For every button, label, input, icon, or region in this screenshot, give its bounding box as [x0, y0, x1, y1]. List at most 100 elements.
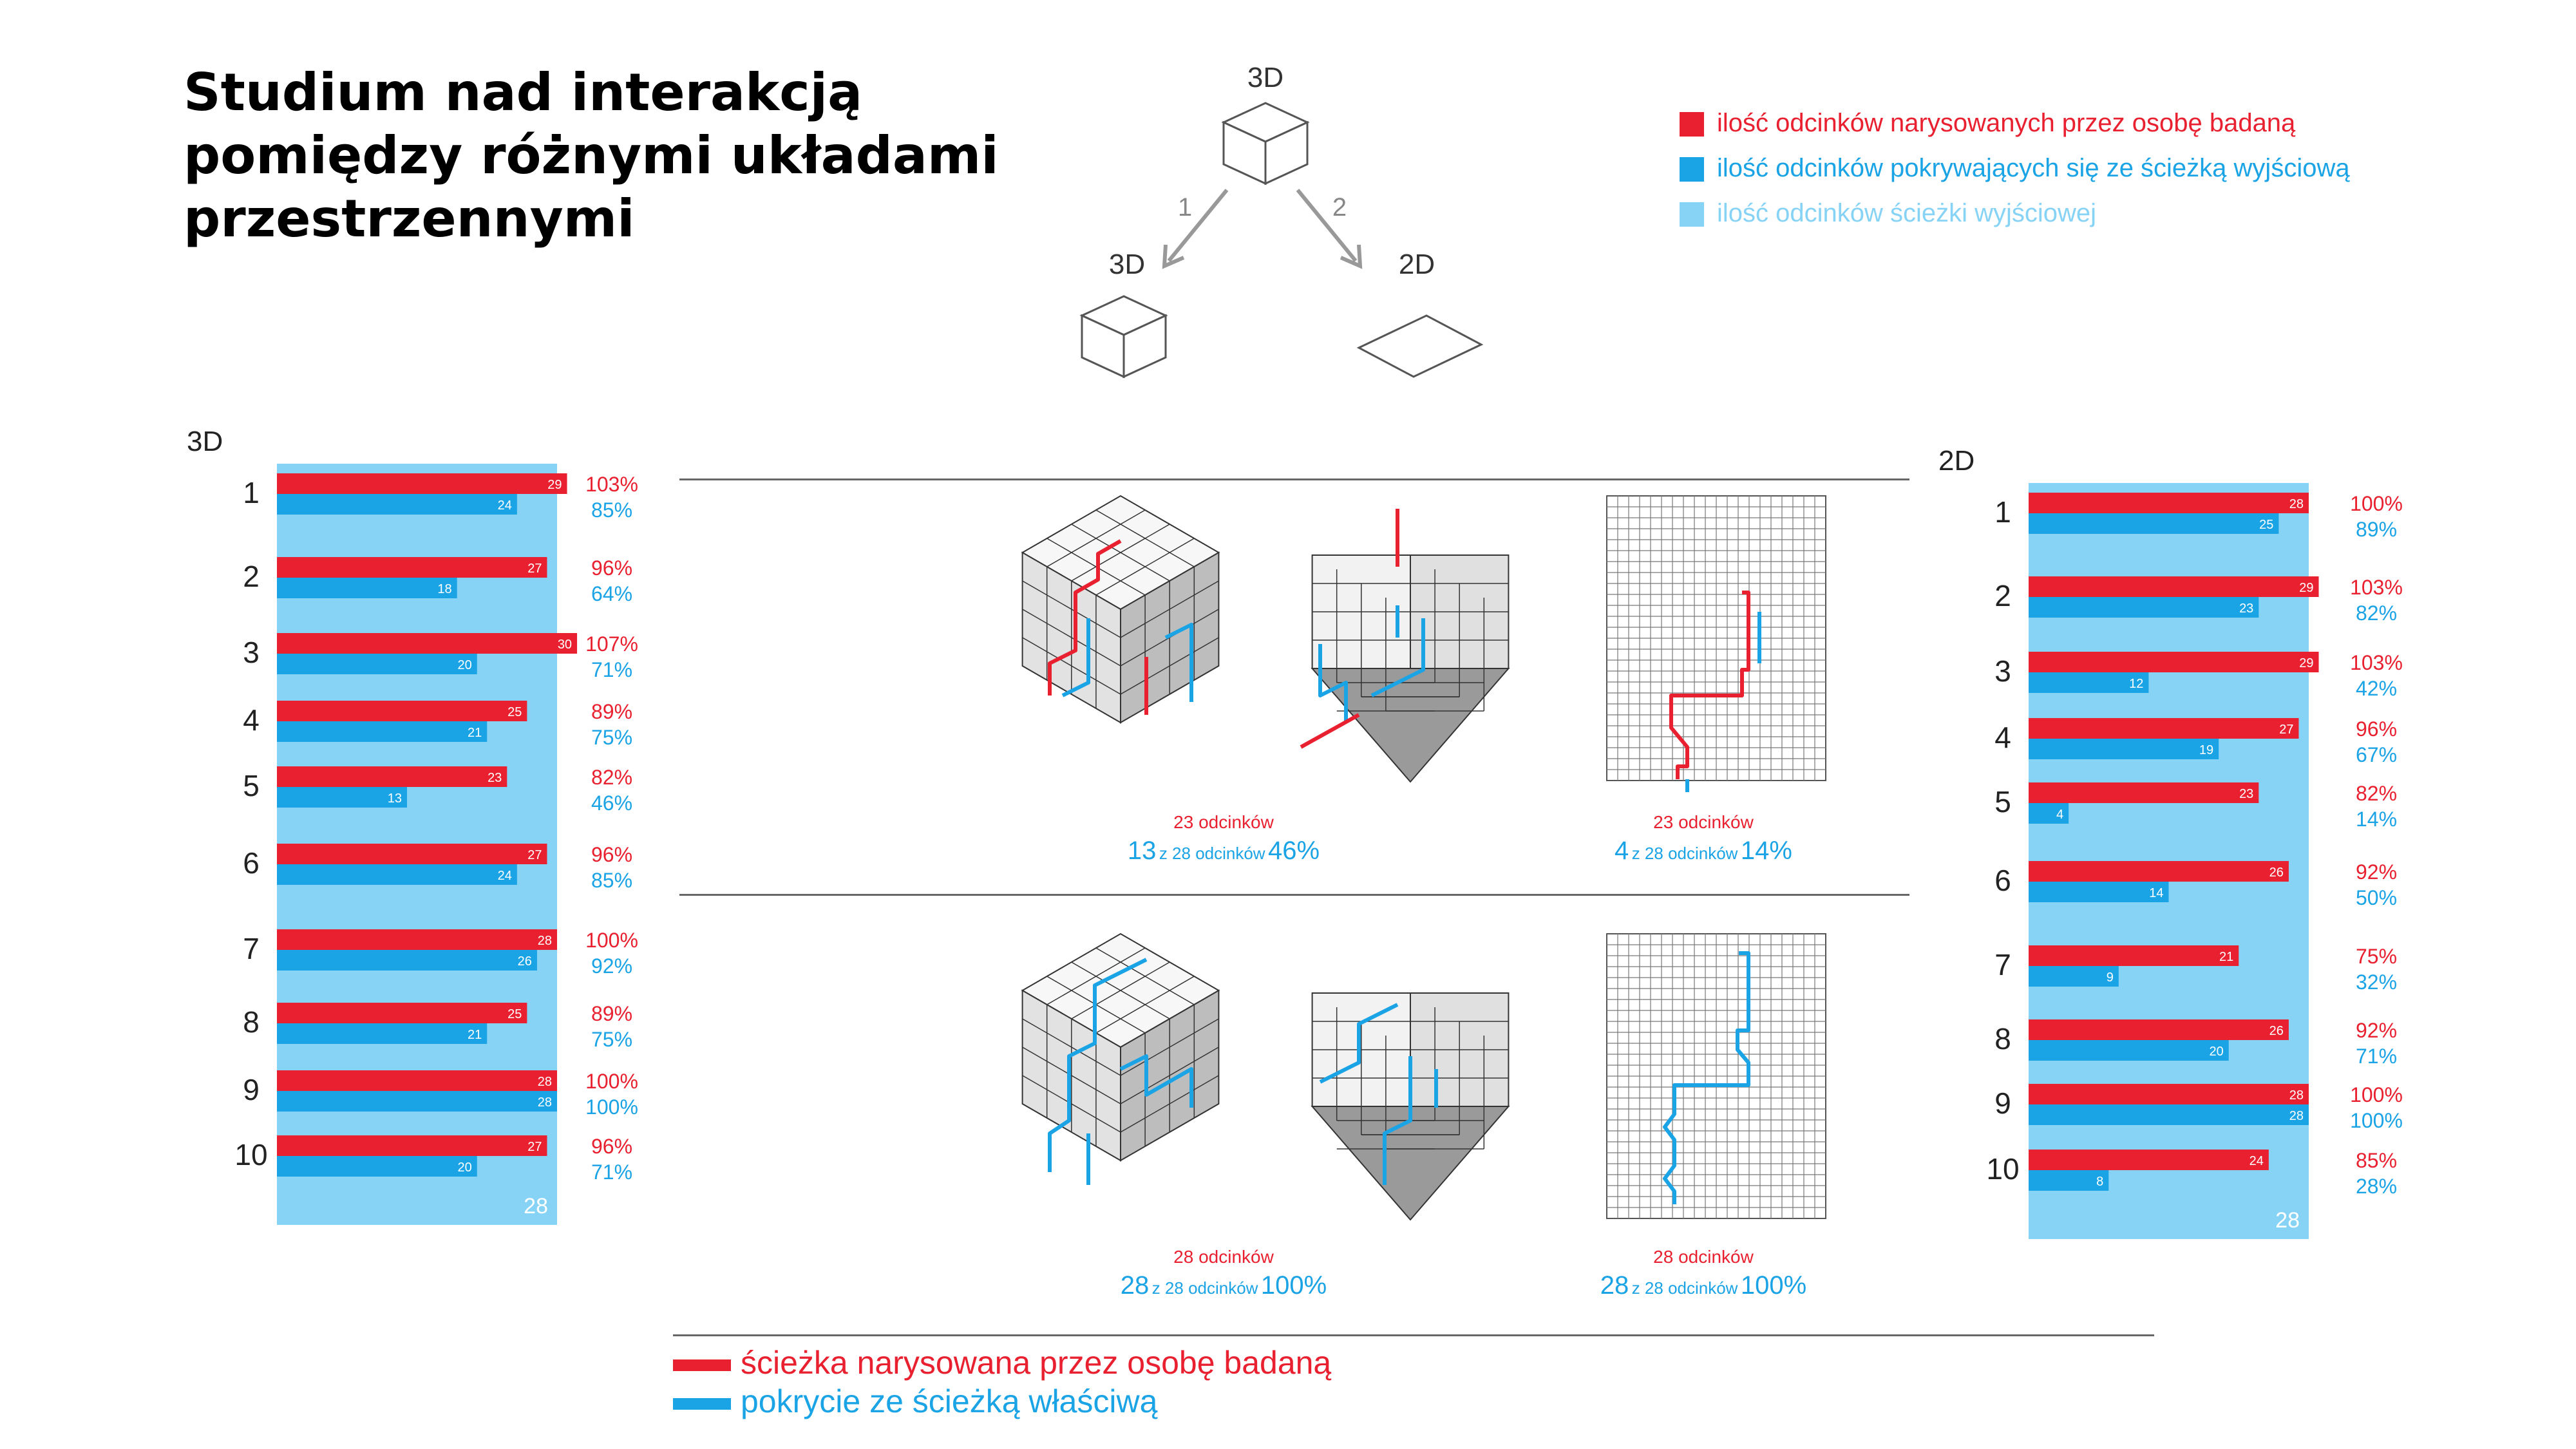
bar-overlap-value: 26 — [518, 954, 532, 969]
bar-overlap-value: 18 — [437, 582, 451, 596]
bar-drawn — [277, 766, 507, 787]
legend-item-original: ilość odcinków ścieżki wyjściowej — [1680, 200, 2096, 227]
percent-drawn: 103% — [2350, 576, 2403, 599]
caption-row1-3d-covered: 13 z 28 odcinków 46% — [1030, 833, 1417, 874]
bar-drawn — [277, 844, 547, 864]
overlap-path-1a — [1061, 618, 1090, 697]
legend-swatch-drawn — [1680, 112, 1704, 137]
bar-drawn-value: 28 — [2289, 1088, 2304, 1103]
cube-top-icon — [1221, 102, 1310, 185]
caption-row1-3d: 23 odcinków 13 z 28 odcinków 46% — [1030, 811, 1417, 874]
bar-overlap — [2029, 966, 2119, 987]
legend-label-drawn: ilość odcinków narysowanych przez osobę … — [1717, 109, 2296, 137]
bar-overlap — [277, 654, 477, 674]
caption-row2-2d-drawn: 28 odcinków — [1653, 1247, 1754, 1267]
row-number: 7 — [1994, 948, 2011, 981]
caption-row1-3d-text: z 28 odcinków — [1159, 844, 1265, 863]
percent-drawn: 107% — [585, 632, 638, 656]
percent-overlap: 82% — [2356, 601, 2397, 625]
page-title: Studium nad interakcją pomiędzy różnymi … — [184, 61, 999, 251]
bottom-legend-label-drawn: ścieżka narysowana przez osobę badaną — [741, 1345, 1332, 1381]
bar-overlap-value: 4 — [2056, 808, 2063, 822]
caption-row1-2d-covered: 4 z 28 odcinków 14% — [1558, 833, 1848, 874]
caption-row1-3d-num: 13 — [1127, 837, 1157, 865]
bar-overlap — [2029, 672, 2149, 693]
percent-overlap: 32% — [2356, 971, 2397, 994]
bar-drawn — [2029, 782, 2259, 803]
transform-diagram: 3D 1 2 3D 2D — [1079, 62, 1484, 379]
percent-overlap: 71% — [591, 658, 632, 681]
bottom-legend-swatch-overlap — [673, 1397, 731, 1410]
bar-drawn — [2029, 861, 2289, 882]
cube-left-icon — [1079, 295, 1168, 379]
row-number: 7 — [243, 932, 260, 965]
overlap-path-1d — [1318, 644, 1348, 721]
arrow-1-label: 1 — [1178, 193, 1192, 222]
row-number: 2 — [1994, 579, 2011, 612]
caption-row2-3d-num: 28 — [1120, 1271, 1150, 1300]
caption-row2-3d-covered: 28 z 28 odcinków 100% — [1030, 1268, 1417, 1309]
bottom-legend-label-overlap: pokrycie ze ścieżką właściwą — [741, 1383, 1158, 1419]
row-number: 8 — [243, 1005, 260, 1039]
drawn-path-1h — [1300, 713, 1360, 749]
bar-overlap-value: 20 — [457, 1160, 471, 1175]
bottom-legend-overlap: pokrycie ze ścieżką właściwą — [673, 1383, 1157, 1419]
bar-drawn-value: 29 — [2299, 656, 2313, 670]
caption-row1-2d-pct: 14% — [1740, 837, 1792, 865]
bar-overlap-value: 24 — [498, 498, 512, 513]
legend-item-overlap: ilość odcinków pokrywających się ze ście… — [1680, 155, 2350, 182]
legend-label-overlap: ilość odcinków pokrywających się ze ście… — [1717, 154, 2350, 182]
bar-overlap-value: 28 — [2289, 1109, 2304, 1123]
legend-swatch-overlap — [1680, 157, 1704, 182]
bar-overlap — [277, 578, 457, 598]
caption-row2-3d-pct: 100% — [1260, 1271, 1327, 1300]
bar-drawn — [2029, 945, 2239, 966]
percent-drawn: 100% — [2350, 1083, 2403, 1106]
bar-drawn-value: 30 — [558, 638, 572, 652]
caption-row2-2d-text: z 28 odcinków — [1631, 1278, 1738, 1298]
percent-overlap: 71% — [591, 1160, 632, 1184]
row-number: 5 — [243, 769, 260, 802]
caption-row2-3d: 28 odcinków 28 z 28 odcinków 100% — [1030, 1246, 1417, 1309]
row-number: 9 — [243, 1073, 260, 1106]
row-number: 10 — [234, 1138, 267, 1171]
overlap-path-2d — [1319, 1003, 1399, 1084]
percent-drawn: 96% — [2356, 717, 2397, 741]
bar-drawn — [2029, 652, 2319, 672]
bar-overlap-value: 28 — [538, 1095, 552, 1110]
bar-overlap-value: 25 — [2259, 518, 2273, 532]
percent-drawn: 96% — [591, 843, 632, 866]
row-number: 2 — [243, 560, 260, 593]
percent-overlap: 67% — [2356, 743, 2397, 766]
row-number: 1 — [243, 476, 260, 509]
title-line-2: pomiędzy różnymi układami — [184, 126, 999, 185]
bar-overlap — [277, 494, 517, 515]
caption-row2-2d: 28 odcinków 28 z 28 odcinków 100% — [1558, 1246, 1848, 1309]
bar-overlap-value: 24 — [498, 869, 512, 883]
bar-drawn — [2029, 1150, 2269, 1170]
bar-drawn-value: 21 — [2219, 950, 2233, 964]
overlap-path-1g — [1370, 618, 1425, 697]
overlap-path-1b — [1164, 623, 1193, 702]
percent-drawn: 75% — [2356, 945, 2397, 968]
overlap-path-2a — [1048, 958, 1148, 1172]
caption-row1-2d-text: z 28 odcinków — [1631, 844, 1738, 863]
percent-overlap: 46% — [591, 791, 632, 815]
title-line-1: Studium nad interakcją — [184, 62, 863, 122]
bar-overlap-value: 12 — [2129, 677, 2143, 691]
percent-drawn: 103% — [585, 473, 638, 496]
bar-drawn — [2029, 718, 2299, 739]
bar-drawn-value: 28 — [538, 1075, 552, 1089]
percent-drawn: 100% — [585, 929, 638, 952]
percent-overlap: 85% — [591, 498, 632, 522]
overlap-path-2e — [1383, 1056, 1412, 1185]
percent-overlap: 75% — [591, 1028, 632, 1051]
cube-example-1a — [1021, 495, 1220, 724]
bar-drawn-value: 29 — [547, 478, 562, 492]
bar-overlap-value: 21 — [468, 1028, 482, 1042]
percent-overlap: 14% — [2356, 808, 2397, 831]
percent-overlap: 71% — [2356, 1045, 2397, 1068]
percent-drawn: 82% — [2356, 782, 2397, 805]
percent-overlap: 28% — [2356, 1175, 2397, 1198]
